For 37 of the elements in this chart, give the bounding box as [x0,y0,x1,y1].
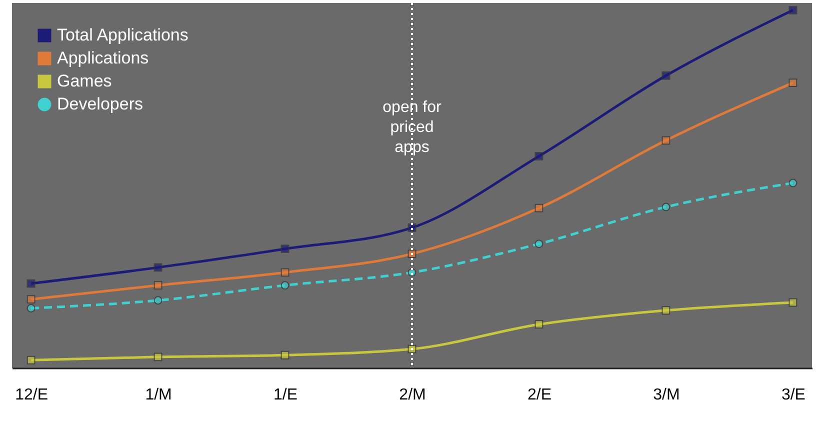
point [280,350,290,360]
point [154,281,162,290]
annotation: open for priced apps [382,99,442,156]
x-tick-label: 12/E [15,386,48,404]
point [26,295,36,304]
point [280,281,290,290]
point [534,320,544,329]
point [662,136,670,145]
point [788,6,798,14]
point [788,178,798,188]
x-tick-label: 1/M [145,386,172,404]
x-tick-label: 1/E [274,386,298,404]
point [154,352,162,362]
x-tick-label: 2/E [527,386,552,404]
point [534,240,544,248]
x-tick-label: 3/E [781,386,806,404]
point [26,304,36,312]
legend-label: Games [57,72,112,90]
point [534,152,544,160]
x-tick-label: 2/M [399,386,426,404]
point [154,296,162,305]
point [662,71,670,80]
point [534,204,544,212]
point [154,263,162,272]
point [280,244,290,254]
point [26,279,36,288]
legend-label: Total Applications [57,26,188,44]
point [408,250,416,258]
legend-label: Developers [57,94,143,114]
point [26,356,36,364]
legend-label: Applications [57,48,149,68]
x-tick-label: 3/M [653,386,680,404]
point [280,268,290,277]
point [788,78,798,88]
point [662,306,670,315]
point [788,298,798,307]
point [662,202,670,212]
